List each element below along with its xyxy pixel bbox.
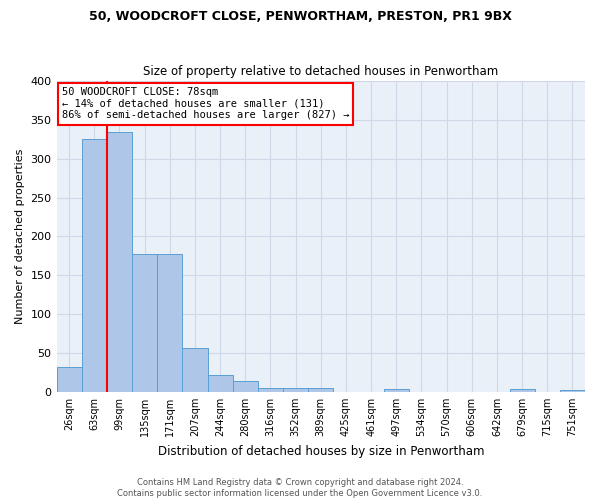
Bar bbox=[560, 390, 585, 392]
Bar bbox=[258, 388, 283, 392]
X-axis label: Distribution of detached houses by size in Penwortham: Distribution of detached houses by size … bbox=[158, 444, 484, 458]
Bar bbox=[82, 140, 107, 392]
Bar bbox=[107, 132, 132, 392]
Bar bbox=[56, 367, 82, 392]
Bar bbox=[383, 389, 409, 392]
Bar bbox=[509, 389, 535, 392]
Bar bbox=[182, 348, 208, 392]
Text: 50, WOODCROFT CLOSE, PENWORTHAM, PRESTON, PR1 9BX: 50, WOODCROFT CLOSE, PENWORTHAM, PRESTON… bbox=[89, 10, 511, 23]
Y-axis label: Number of detached properties: Number of detached properties bbox=[15, 149, 25, 324]
Bar bbox=[208, 375, 233, 392]
Text: Contains HM Land Registry data © Crown copyright and database right 2024.
Contai: Contains HM Land Registry data © Crown c… bbox=[118, 478, 482, 498]
Bar bbox=[132, 254, 157, 392]
Title: Size of property relative to detached houses in Penwortham: Size of property relative to detached ho… bbox=[143, 66, 499, 78]
Bar bbox=[308, 388, 334, 392]
Text: 50 WOODCROFT CLOSE: 78sqm
← 14% of detached houses are smaller (131)
86% of semi: 50 WOODCROFT CLOSE: 78sqm ← 14% of detac… bbox=[62, 88, 349, 120]
Bar bbox=[233, 381, 258, 392]
Bar bbox=[283, 388, 308, 392]
Bar bbox=[157, 254, 182, 392]
